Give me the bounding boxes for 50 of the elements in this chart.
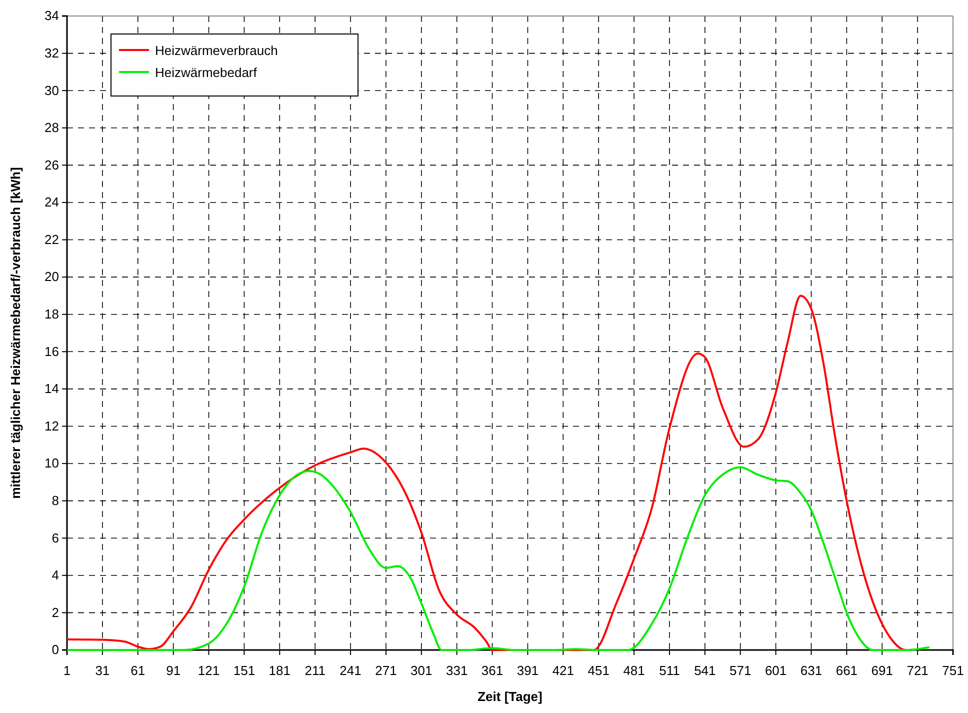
y-tick-label: 14 (44, 381, 59, 396)
x-tick-label: 541 (694, 662, 716, 678)
y-tick-label: 20 (44, 269, 59, 284)
y-tick-label: 16 (44, 344, 59, 359)
x-tick-label: 271 (375, 662, 397, 678)
x-tick-label: 571 (730, 662, 752, 678)
x-tick-label: 391 (516, 662, 539, 678)
y-tick-label: 4 (52, 568, 59, 583)
x-tick-label: 691 (871, 662, 893, 678)
y-tick-label: 8 (52, 492, 59, 508)
y-tick-label: 26 (44, 157, 59, 172)
y-tick-label: 10 (44, 456, 59, 471)
x-tick-label: 721 (906, 662, 928, 678)
x-tick-label: 751 (942, 662, 964, 678)
x-tick-label: 361 (481, 662, 504, 678)
y-tick-label: 6 (52, 530, 59, 546)
x-tick-label: 31 (95, 662, 110, 678)
y-axis-title: mittlerer täglicher Heizwärmebedarf/-verbrauch [kWh] (8, 167, 23, 499)
x-tick-label: 61 (130, 662, 146, 678)
y-tick-label: 24 (44, 194, 59, 210)
x-tick-label: 481 (623, 662, 645, 678)
x-tick-label: 601 (764, 662, 787, 678)
x-axis-title: Zeit [Tage] (478, 689, 542, 704)
line-series (66, 294, 913, 651)
y-tick-label: 28 (44, 120, 59, 136)
x-tick-label: 1 (63, 662, 71, 678)
legend-label: Heizwärmeverbrauch (155, 43, 278, 58)
y-tick-label: 34 (44, 8, 59, 24)
x-tick-label: 241 (340, 662, 362, 678)
x-tick-label: 91 (166, 662, 181, 678)
y-tick-label: 32 (44, 45, 59, 60)
y-tick-label: 2 (52, 604, 59, 620)
y-tick-label: 30 (44, 82, 59, 98)
x-tick-label: 331 (446, 662, 468, 678)
y-tick-label: 22 (44, 232, 59, 247)
x-tick-label: 151 (233, 662, 256, 678)
x-tick-label: 211 (304, 662, 326, 678)
x-tick-label: 421 (552, 662, 574, 678)
y-tick-label: 12 (44, 418, 59, 434)
y-tick-label: 18 (44, 306, 59, 322)
x-tick-label: 661 (836, 662, 858, 678)
line-series (66, 466, 930, 651)
x-tick-label: 121 (198, 662, 220, 678)
x-tick-label: 511 (659, 662, 680, 678)
x-tick-label: 631 (800, 662, 822, 678)
legend-label: Heizwärmebedarf (155, 65, 258, 80)
x-tick-label: 451 (588, 662, 610, 678)
x-tick-label: 181 (268, 662, 290, 678)
y-tick-label: 0 (52, 642, 59, 658)
x-tick-label: 301 (410, 662, 432, 678)
